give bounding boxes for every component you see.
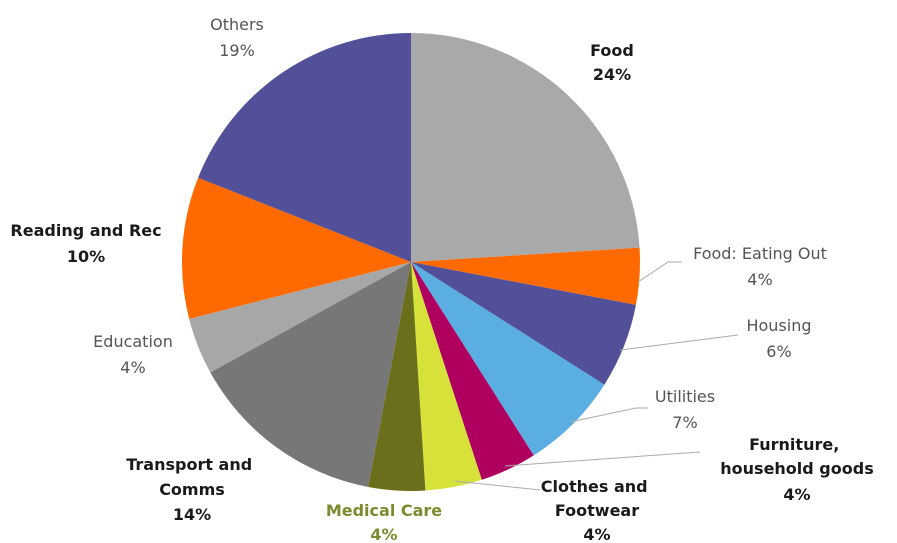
label-food-name: Food [590,41,634,60]
label-reading-value: 10% [67,247,105,266]
pie-slice-utilities [411,262,605,456]
pie-slice-transport [210,262,411,487]
pie-slice-food-eating-out [411,247,641,305]
label-education: Education 4% [93,332,173,377]
label-others-value: 19% [219,41,255,60]
leader-lines [454,261,739,491]
label-others: Others 19% [210,15,264,60]
pie-slice-housing [411,262,636,385]
label-furniture-line-1: Furniture, [749,435,839,454]
label-transport-line-2: Comms [159,480,225,499]
label-furniture-name: Furniture, household goods [720,435,873,478]
label-medical-value: 4% [370,525,397,543]
label-education-name: Education [93,332,173,351]
label-furniture-line-2: household goods [720,459,873,478]
label-clothes: Clothes and Footwear 4% [541,477,653,543]
label-food-eating-out: Food: Eating Out 4% [693,244,827,289]
pie-slice-clothes [411,262,482,491]
label-reading-name: Reading and Rec [10,221,161,240]
label-others-name: Others [210,15,264,34]
pie-slice-others [198,33,411,262]
label-clothes-line-2: Footwear [555,501,639,520]
leader-line-furniture [504,451,701,467]
label-housing: Housing 6% [746,316,811,361]
label-food-eating-out-value: 4% [747,270,772,289]
leader-line-food-eating-out [637,261,682,283]
label-education-value: 4% [120,358,145,377]
label-utilities-value: 7% [672,413,697,432]
pie-slice-food [411,33,640,262]
label-food: Food 24% [590,41,634,84]
label-medical-name: Medical Care [326,501,442,520]
leader-line-clothes [454,480,541,491]
label-housing-value: 6% [766,342,791,361]
pie-slice-medical [368,262,426,492]
pie-slices [181,33,641,492]
label-reading: Reading and Rec 10% [10,221,161,266]
label-housing-name: Housing [746,316,811,335]
pie-slice-furniture [411,262,534,480]
pie-slice-reading [181,177,411,319]
label-utilities-name: Utilities [655,387,715,406]
leader-line-housing [619,334,739,351]
leader-line-utilities [569,407,648,423]
label-medical: Medical Care 4% [326,501,442,543]
label-furniture: Furniture, household goods 4% [720,435,873,504]
label-transport: Transport and Comms 14% [126,455,258,524]
label-clothes-line-1: Clothes and [541,477,648,496]
label-clothes-value: 4% [583,525,610,543]
label-utilities: Utilities 7% [655,387,715,432]
label-furniture-value: 4% [783,485,810,504]
label-clothes-name: Clothes and Footwear [541,477,653,520]
label-transport-name: Transport and Comms [126,455,258,499]
label-transport-line-1: Transport and [126,455,252,474]
label-food-eating-out-name: Food: Eating Out [693,244,827,263]
label-transport-value: 14% [173,505,211,524]
label-food-value: 24% [593,65,631,84]
pie-slice-education [189,262,411,373]
